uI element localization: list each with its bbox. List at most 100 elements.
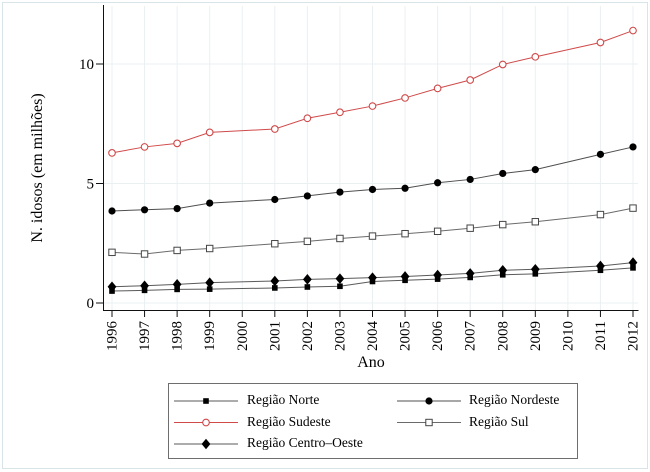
marker (172, 279, 182, 290)
marker (401, 94, 409, 102)
marker (596, 210, 605, 219)
marker (425, 397, 433, 405)
data-point-regi-o-sul-2009 (531, 218, 540, 226)
marker (336, 234, 344, 243)
marker (108, 207, 116, 215)
marker (466, 224, 474, 232)
legend: Região Norte Região Sudeste Região Centro–… (168, 383, 578, 459)
data-point-regi-o-nordeste-1998 (173, 204, 181, 213)
legend-label-0: Região Norte (247, 392, 320, 407)
data-point-regi-o-sudeste-2012 (629, 26, 637, 35)
data-point-regi-o-sul-2011 (596, 210, 605, 219)
x-tick-label: 2008 (495, 321, 511, 351)
marker (303, 237, 312, 246)
marker (336, 108, 344, 117)
y-axis-title: N. idosos (em milhões) (29, 93, 46, 243)
data-point-regi-o-sul-1999 (205, 244, 214, 253)
data-point-regi-o-centro-oeste-2007 (465, 268, 475, 279)
marker (433, 84, 442, 93)
marker (335, 273, 345, 284)
y-tick-label: 10 (79, 57, 94, 73)
legend-swatches (174, 397, 461, 450)
x-tick-label: 2004 (365, 321, 381, 352)
legend-label-2: Região Sudeste (247, 413, 331, 429)
data-point-regi-o-centro-oeste-2008 (498, 264, 508, 276)
marker (596, 150, 605, 158)
marker (401, 229, 409, 238)
data-point-regi-o-nordeste-2009 (531, 166, 539, 174)
marker (205, 277, 215, 288)
data-point-regi-o-centro-oeste-1996 (107, 281, 117, 293)
data-point-regi-o-sul-1997 (140, 250, 149, 258)
marker (531, 218, 540, 226)
data-point-regi-o-sul-2005 (401, 229, 409, 238)
data-point-regi-o-nordeste-2005 (401, 184, 409, 192)
data-point-regi-o-nordeste-2004 (368, 185, 377, 194)
data-point-regi-o-nordeste-2002 (303, 192, 311, 200)
data-point-regi-o-centro-oeste-2005 (400, 271, 410, 282)
marker (336, 188, 344, 196)
x-tick-label: 2005 (398, 321, 414, 351)
x-tick-label: 2000 (235, 321, 251, 351)
data-point-regi-o-sudeste-2011 (596, 38, 605, 47)
marker (140, 250, 149, 258)
marker (173, 139, 181, 148)
marker (203, 398, 209, 404)
marker (272, 285, 278, 291)
data-point-regi-o-nordeste-2008 (499, 169, 507, 178)
marker (629, 204, 637, 212)
data-point-regi-o-sul-1998 (173, 246, 181, 255)
marker (530, 264, 540, 275)
x-tick-label: 2002 (300, 321, 316, 351)
legend-marker-1 (425, 397, 433, 405)
y-tick-label: 0 (87, 296, 95, 312)
marker (368, 102, 377, 110)
data-point-regi-o-sudeste-2008 (498, 60, 507, 69)
legend-marker-4 (201, 438, 211, 450)
x-tick-label: 1998 (170, 321, 186, 351)
x-tick-label: 1997 (137, 321, 153, 352)
x-tick-label: 2009 (528, 321, 544, 351)
marker (140, 143, 149, 151)
marker (499, 220, 507, 229)
data-point-regi-o-sudeste-1996 (108, 149, 116, 157)
marker (140, 206, 149, 214)
marker (400, 271, 410, 282)
marker (270, 275, 280, 287)
marker (270, 125, 279, 133)
x-tick-label: 2011 (593, 321, 609, 350)
marker (498, 264, 508, 276)
marker (107, 281, 117, 293)
data-point-regi-o-centro-oeste-2006 (433, 269, 443, 281)
marker (173, 204, 181, 213)
marker (337, 283, 343, 290)
data-point-regi-o-nordeste-2011 (596, 150, 605, 158)
data-point-regi-o-centro-oeste-2004 (368, 272, 377, 283)
data-point-regi-o-sul-2003 (336, 234, 344, 243)
x-tick-label: 1999 (202, 321, 218, 351)
marker (205, 244, 214, 253)
data-point-regi-o-nordeste-1999 (206, 199, 214, 207)
data-point-regi-o-centro-oeste-2011 (596, 260, 605, 272)
marker (368, 185, 377, 194)
marker (596, 260, 605, 272)
marker (303, 114, 312, 123)
data-point-regi-o-centro-oeste-1998 (172, 279, 182, 290)
marker (499, 169, 507, 178)
data-point-regi-o-sul-2006 (433, 227, 442, 236)
marker (629, 26, 637, 35)
marker (368, 232, 377, 240)
series-regi-o-sudeste (108, 26, 637, 157)
x-axis-title: Ano (357, 354, 385, 371)
data-point-regi-o-centro-oeste-2003 (335, 273, 345, 284)
marker (201, 438, 211, 450)
marker (108, 248, 116, 257)
data-point-regi-o-sudeste-2001 (270, 125, 279, 133)
data-point-regi-o-centro-oeste-2002 (302, 274, 312, 285)
legend-marker-0 (203, 398, 209, 404)
x-tick-label: 2001 (267, 321, 283, 351)
data-point-regi-o-sudeste-2007 (466, 76, 475, 84)
data-point-regi-o-nordeste-2006 (434, 179, 442, 187)
marker (173, 246, 181, 255)
marker (303, 192, 311, 200)
